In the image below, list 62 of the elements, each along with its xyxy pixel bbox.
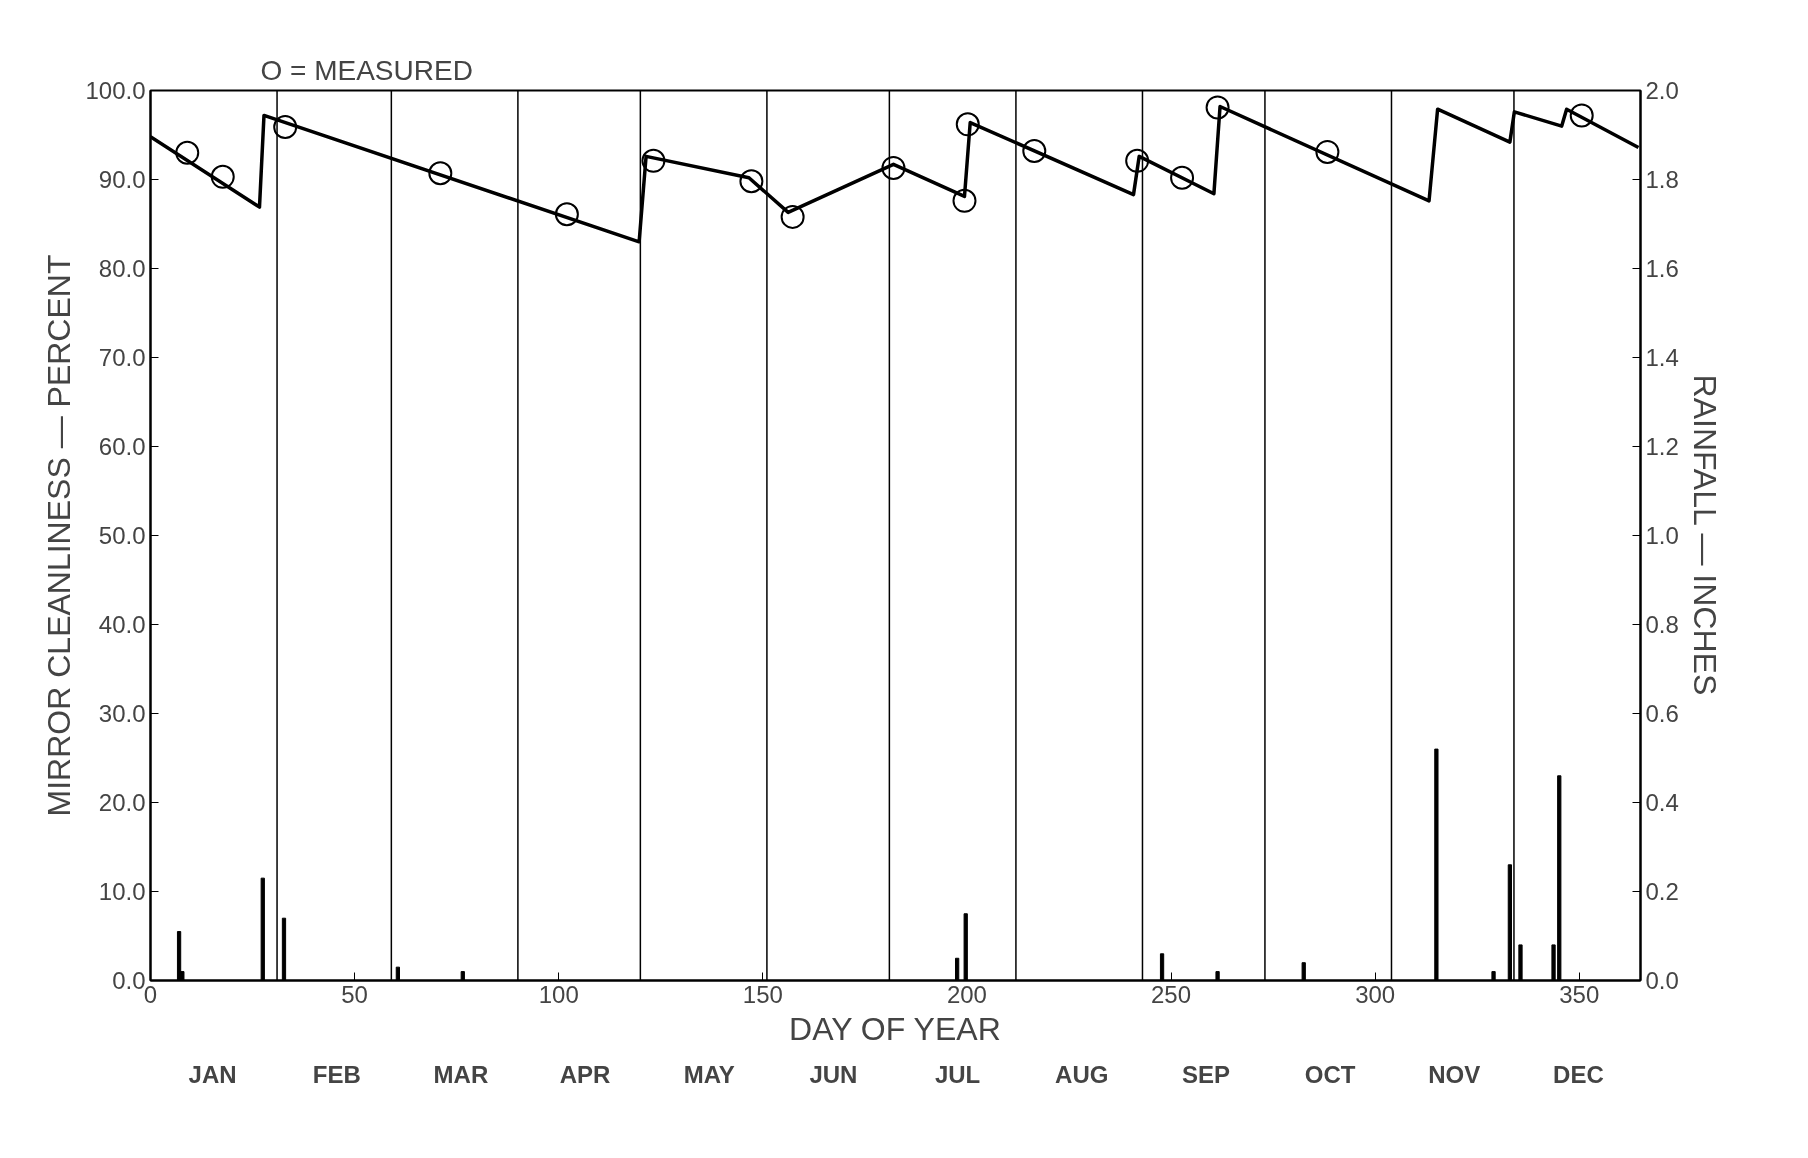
x-tick-label: 300: [1355, 980, 1396, 1008]
point: [780, 204, 805, 229]
text: AUG: [1055, 1060, 1109, 1088]
x-tick-label: 50: [341, 980, 368, 1008]
point: [1205, 95, 1230, 120]
y-tick-label: 10.0: [98, 878, 146, 905]
x-tick-label: 200: [946, 980, 987, 1008]
y2-axis-title: RAINFALL — INCHES: [1686, 374, 1723, 696]
x-tick-label: 100: [538, 980, 579, 1008]
point: [175, 140, 200, 165]
y2-tick-label: 2.0: [1645, 77, 1679, 104]
point: [428, 161, 453, 186]
text: APR: [559, 1060, 611, 1088]
y-tick-label: 30.0: [98, 700, 146, 727]
y2-tick-label: 0.6: [1645, 700, 1679, 727]
y-tick-label: 0.0: [112, 967, 146, 994]
point: [952, 188, 977, 213]
text: NOV: [1428, 1060, 1481, 1088]
y2-tick-label: 1.4: [1645, 344, 1679, 371]
y2-tick-label: 1.6: [1645, 255, 1679, 282]
text: JUL: [934, 1060, 981, 1088]
point: [210, 164, 235, 189]
text: O = MEASURED: [260, 54, 473, 86]
y2-tick-label: 0.8: [1645, 611, 1679, 638]
point: [641, 148, 666, 173]
x-axis-title: DAY OF YEAR: [789, 1010, 1001, 1047]
y2-tick-label: 0.4: [1645, 789, 1679, 816]
y-tick-label: 50.0: [98, 522, 146, 549]
text: MAR: [433, 1060, 489, 1088]
point: [739, 169, 764, 194]
y2-tick-label: 1.8: [1645, 166, 1679, 193]
y-tick-label: 40.0: [98, 611, 146, 638]
point: [1170, 165, 1195, 190]
point: [1569, 103, 1594, 128]
x-tick-label: 150: [742, 980, 783, 1008]
text: JUN: [809, 1060, 858, 1088]
point: [273, 115, 298, 139]
y-tick-label: 100.0: [85, 77, 146, 104]
y-tick-label: 70.0: [98, 344, 146, 371]
text: OCT: [1304, 1060, 1356, 1088]
point: [1125, 148, 1150, 173]
x-tick-label: 250: [1151, 980, 1192, 1008]
text: SEP: [1181, 1060, 1230, 1088]
point: [554, 202, 579, 227]
y2-tick-label: 1.0: [1645, 522, 1679, 549]
y2-tick-label: 1.2: [1645, 433, 1679, 460]
text: FEB: [312, 1060, 361, 1088]
y-tick-label: 90.0: [98, 166, 146, 193]
y-axis-title: MIRROR CLEANLINESS — PERCENT: [41, 254, 78, 817]
y2-tick-label: 0.2: [1645, 878, 1679, 905]
point: [1022, 139, 1047, 163]
x-tick-label: 350: [1559, 980, 1600, 1008]
text: MAY: [683, 1060, 735, 1088]
point: [955, 112, 980, 137]
y-tick-label: 20.0: [98, 789, 146, 816]
y-tick-label: 60.0: [98, 433, 146, 460]
y-tick-label: 80.0: [98, 255, 146, 282]
point: [1315, 139, 1340, 164]
text: JAN: [188, 1060, 237, 1088]
text: DEC: [1553, 1060, 1604, 1088]
point: [881, 155, 906, 180]
y2-tick-label: 0.0: [1645, 967, 1679, 994]
